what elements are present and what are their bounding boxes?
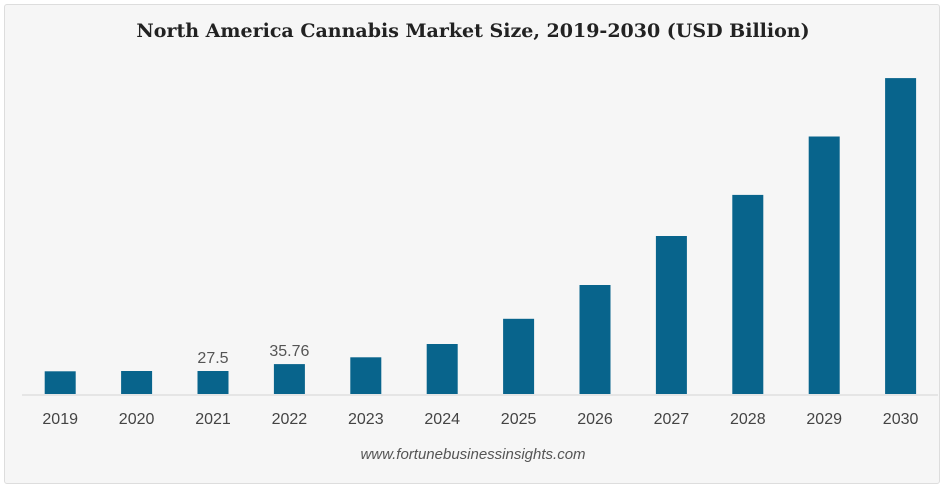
bar-2024 (426, 344, 458, 394)
x-tick-label-2023: 2023 (348, 411, 384, 428)
data-label-2022: 35.76 (269, 343, 309, 360)
bar-2022 (273, 364, 305, 394)
x-tick-label-2021: 2021 (195, 411, 231, 428)
bar-2019 (44, 371, 76, 394)
x-tick-label-2028: 2028 (730, 411, 766, 428)
x-tick-labels: 2019 2020 2021 2022 2023 2024 2025 2026 2027 2028… (42, 411, 918, 428)
data-label-2021: 27.5 (197, 350, 228, 367)
bar-2027 (655, 236, 687, 394)
bar-2025 (503, 318, 535, 394)
x-tick-label-2027: 2027 (654, 411, 690, 428)
x-tick-label-2025: 2025 (501, 411, 537, 428)
chart-card (4, 4, 940, 484)
bar-2028 (732, 194, 764, 394)
x-tick-label-2029: 2029 (806, 411, 842, 428)
x-tick-label-2030: 2030 (883, 411, 919, 428)
bars-group (44, 78, 917, 394)
bar-2029 (808, 136, 840, 394)
bar-2030 (885, 78, 917, 394)
chart-title: North America Cannabis Market Size, 2019… (136, 20, 810, 42)
x-tick-label-2026: 2026 (577, 411, 613, 428)
x-tick-label-2024: 2024 (424, 411, 460, 428)
data-labels: 27.5 35.76 (197, 343, 309, 367)
bar-2021 (197, 371, 229, 394)
bar-2026 (579, 285, 611, 394)
x-tick-label-2022: 2022 (272, 411, 308, 428)
bar-2020 (121, 371, 153, 394)
x-tick-label-2020: 2020 (119, 411, 155, 428)
x-tick-label-2019: 2019 (42, 411, 78, 428)
bar-2023 (350, 357, 382, 394)
source-url: www.fortunebusinessinsights.com (360, 446, 586, 463)
